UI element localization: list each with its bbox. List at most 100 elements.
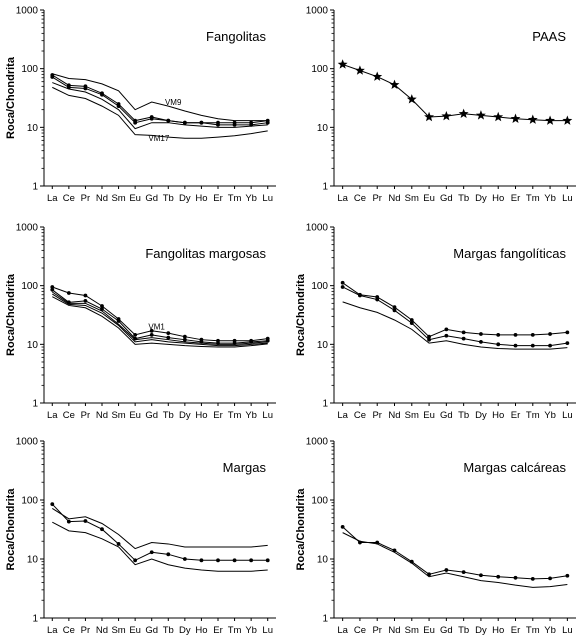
x-tick-label-gd: Gd <box>145 193 158 204</box>
series-line-3 <box>52 291 268 345</box>
x-tick-label-yb: Yb <box>544 625 556 636</box>
data-point <box>182 334 187 339</box>
data-point <box>182 120 187 125</box>
x-tick-label-tb: Tb <box>163 193 174 204</box>
y-tick-label: 10 <box>317 123 329 134</box>
data-point <box>83 86 88 91</box>
series-line-2 <box>342 286 568 347</box>
chart-panel-6: 1 10 100 1000 La Ce Pr Nd Sm Eu Gd Tb Dy Ho Er Tm Yb Lu Ro… <box>295 437 576 636</box>
x-tick-label-la: La <box>47 410 58 421</box>
series-line-1 <box>52 286 268 342</box>
series-line-5 <box>52 296 268 348</box>
data-point <box>375 297 380 302</box>
data-point <box>530 343 535 348</box>
data-point <box>182 557 187 561</box>
x-tick-label-er: Er <box>511 625 521 636</box>
star-marker <box>372 71 383 81</box>
x-tick-label-eu: Eu <box>129 193 141 204</box>
data-point <box>496 332 501 337</box>
data-point <box>149 550 154 555</box>
star-marker <box>389 79 400 90</box>
data-point <box>149 328 154 333</box>
x-tick-label-pr: Pr <box>372 193 382 204</box>
x-tick-label-ho: Ho <box>195 193 207 204</box>
star-marker <box>441 110 452 121</box>
x-tick-label-pr: Pr <box>81 625 91 636</box>
data-point <box>358 293 362 298</box>
data-point <box>166 331 171 336</box>
y-tick-label: 10 <box>27 555 39 566</box>
data-point <box>565 341 570 345</box>
data-point <box>409 318 414 322</box>
chart-title: Margas <box>223 460 267 475</box>
data-point <box>479 340 483 344</box>
x-tick-label-dy: Dy <box>179 193 191 204</box>
x-tick-label-gd: Gd <box>145 625 158 636</box>
data-point <box>530 576 535 581</box>
data-point <box>50 75 55 79</box>
x-tick-label-dy: Dy <box>475 193 487 204</box>
star-marker <box>510 113 521 123</box>
data-point <box>461 330 466 335</box>
chart-title: Fangolitas <box>206 29 266 44</box>
data-point <box>444 333 449 338</box>
y-tick-label: 100 <box>21 496 38 507</box>
data-point <box>427 572 431 577</box>
sample-label-vm9: VM9 <box>165 98 182 107</box>
series-line-3 <box>52 521 268 572</box>
x-tick-label-eu: Eu <box>129 625 141 636</box>
data-point <box>496 574 501 579</box>
x-tick-label-yb: Yb <box>245 193 257 204</box>
chart-panel-5: 1 10 100 1000 La Ce Pr Nd Sm Eu Gd Tb Dy Ho Er Tm Yb Lu Ro… <box>5 437 276 636</box>
y-axis-label: Roca/Chondrita <box>295 488 307 571</box>
x-tick-label-sm: Sm <box>111 625 125 636</box>
x-tick-label-ce: Ce <box>63 625 75 636</box>
series-line-1 <box>342 282 568 338</box>
star-marker <box>406 94 417 104</box>
series-line-5 <box>52 86 268 139</box>
x-tick-label-pr: Pr <box>81 193 91 204</box>
star-marker <box>545 115 556 125</box>
data-point <box>232 123 237 127</box>
data-point <box>166 118 171 123</box>
x-tick-label-lu: Lu <box>562 410 573 421</box>
data-point <box>133 558 138 563</box>
chart-panel-2: 1 10 100 1000 La Ce Pr Nd Sm Eu Gd Tb Dy Ho Er Tm Yb Lu PA… <box>306 6 576 204</box>
y-tick-label: 1000 <box>16 223 39 234</box>
chart-title: Margas calcáreas <box>463 460 566 475</box>
x-tick-label-lu: Lu <box>262 410 273 421</box>
star-marker <box>458 108 469 119</box>
x-tick-label-pr: Pr <box>81 410 91 421</box>
x-tick-label-eu: Eu <box>423 410 435 421</box>
data-point <box>133 332 138 337</box>
data-point <box>427 334 431 339</box>
x-tick-label-ho: Ho <box>195 410 207 421</box>
data-point <box>249 558 254 563</box>
series-line-2 <box>342 532 568 588</box>
x-tick-label-er: Er <box>213 410 223 421</box>
data-point <box>427 337 431 342</box>
y-axis-label: Roca/Chondrita <box>295 273 307 356</box>
x-tick-label-tm: Tm <box>526 625 540 636</box>
x-tick-label-la: La <box>47 193 58 204</box>
x-tick-label-yb: Yb <box>245 625 257 636</box>
x-tick-label-tm: Tm <box>526 193 540 204</box>
x-tick-label-lu: Lu <box>262 193 273 204</box>
series-line-3 <box>52 76 268 126</box>
x-tick-label-gd: Gd <box>145 410 158 421</box>
y-tick-label: 1000 <box>306 437 329 448</box>
x-tick-label-lu: Lu <box>262 625 273 636</box>
x-tick-label-la: La <box>337 193 348 204</box>
x-tick-label-pr: Pr <box>372 625 382 636</box>
data-point <box>496 342 501 347</box>
star-marker <box>562 115 573 125</box>
y-tick-label: 1 <box>32 399 38 410</box>
x-tick-label-nd: Nd <box>388 410 400 421</box>
x-tick-label-gd: Gd <box>440 625 453 636</box>
y-tick-label: 1000 <box>306 223 329 234</box>
x-tick-label-tb: Tb <box>163 625 174 636</box>
x-tick-label-tm: Tm <box>526 410 540 421</box>
series-line-1 <box>342 526 568 580</box>
data-point <box>444 327 449 332</box>
data-point <box>232 558 237 563</box>
